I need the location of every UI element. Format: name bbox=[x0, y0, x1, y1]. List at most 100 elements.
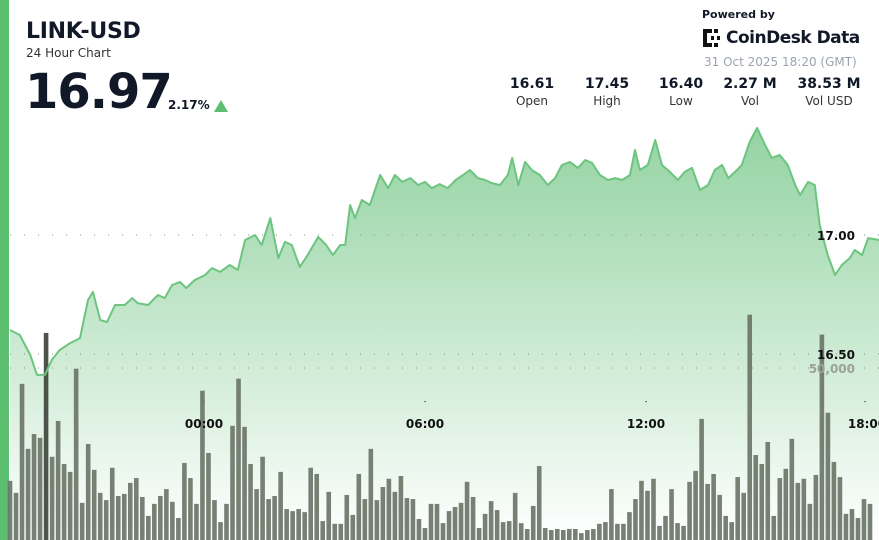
volume-bar bbox=[236, 378, 241, 540]
price-tick-label: 16.50 bbox=[817, 348, 855, 362]
volume-bar bbox=[338, 523, 344, 540]
volume-bar bbox=[79, 502, 85, 540]
time-tick-mark bbox=[864, 401, 866, 403]
volume-bar bbox=[831, 461, 837, 540]
triangle-up-icon bbox=[214, 100, 228, 112]
coindesk-data-logo: CoinDesk Data bbox=[702, 28, 860, 48]
volume-bar bbox=[777, 478, 783, 540]
time-tick-label: 06:00 bbox=[406, 417, 444, 431]
powered-by-label: Powered by bbox=[702, 8, 775, 21]
volume-bar bbox=[194, 503, 199, 540]
volume-bar bbox=[73, 368, 79, 540]
volume-bar bbox=[212, 500, 217, 540]
volume-bar bbox=[705, 483, 710, 540]
volume-bar bbox=[446, 511, 452, 540]
volume-bar bbox=[470, 497, 476, 540]
volume-bar bbox=[753, 455, 759, 540]
volume-bar bbox=[512, 492, 518, 540]
volume-bar bbox=[254, 489, 259, 540]
volume-bar bbox=[109, 467, 115, 540]
stat-value: 17.45 bbox=[584, 76, 630, 92]
volume-bar bbox=[699, 418, 704, 540]
volume-bar bbox=[711, 473, 716, 540]
volume-bar bbox=[152, 503, 157, 540]
price-line bbox=[9, 126, 879, 376]
volume-bar bbox=[170, 501, 175, 540]
volume-bar bbox=[386, 478, 392, 540]
volume-bar bbox=[230, 425, 235, 540]
volume-bar bbox=[759, 463, 765, 540]
volume-bar bbox=[723, 515, 728, 540]
volume-bar bbox=[560, 530, 566, 540]
volume-bar bbox=[579, 533, 584, 540]
volume-bar bbox=[771, 515, 777, 540]
volume-bar bbox=[410, 499, 416, 540]
volume-bar bbox=[350, 514, 356, 540]
volume-bar bbox=[428, 503, 434, 540]
volume-bar bbox=[639, 480, 644, 540]
volume-bar bbox=[843, 513, 849, 540]
volume-bar bbox=[61, 463, 67, 540]
volume-bar bbox=[536, 466, 542, 540]
volume-bar bbox=[795, 482, 801, 540]
volume-bar bbox=[218, 522, 223, 540]
volume-bar bbox=[85, 444, 91, 540]
volume-bar bbox=[615, 523, 620, 540]
time-tick-label: 18:00 bbox=[848, 417, 879, 431]
volume-bar bbox=[368, 448, 374, 540]
volume-bar bbox=[681, 525, 686, 540]
volume-bar bbox=[573, 528, 578, 540]
volume-bar bbox=[807, 503, 813, 540]
volume-bar bbox=[278, 471, 283, 540]
volume-bar bbox=[296, 509, 301, 540]
volume-bar bbox=[440, 523, 446, 540]
pair-title: LINK-USD bbox=[26, 19, 141, 44]
volume-bar bbox=[464, 481, 470, 540]
accent-bar bbox=[0, 0, 9, 540]
time-tick-label: 12:00 bbox=[627, 417, 665, 431]
volume-bar bbox=[133, 478, 139, 540]
volume-bar bbox=[260, 456, 265, 540]
stat-label: Vol bbox=[741, 94, 759, 108]
time-tick-mark bbox=[645, 401, 647, 403]
volume-bar bbox=[115, 495, 121, 540]
volume-bar bbox=[849, 509, 855, 540]
volume-bar bbox=[651, 478, 656, 540]
volume-bar bbox=[284, 509, 289, 540]
volume-bar bbox=[344, 494, 350, 540]
stat-low: 16.40 Low bbox=[641, 76, 721, 108]
volume-bar bbox=[272, 495, 277, 540]
volume-bar bbox=[476, 527, 482, 540]
volume-bar bbox=[645, 490, 650, 540]
volume-bar bbox=[103, 500, 109, 540]
volume-bar bbox=[158, 495, 163, 540]
stat-label: Open bbox=[515, 94, 549, 108]
volume-bar bbox=[741, 492, 747, 540]
stat-value: 38.53 M bbox=[797, 76, 861, 92]
volume-bar bbox=[302, 512, 307, 540]
volume-bar bbox=[530, 505, 536, 540]
volume-bar bbox=[19, 383, 25, 540]
volume-bar bbox=[242, 426, 247, 540]
volume-bar bbox=[332, 523, 338, 540]
time-tick-mark bbox=[424, 401, 426, 403]
volume-bar bbox=[176, 517, 181, 540]
volume-bar bbox=[687, 481, 692, 540]
volume-bar bbox=[819, 334, 825, 540]
timestamp: 31 Oct 2025 18:20 (GMT) bbox=[704, 55, 857, 69]
volume-bar bbox=[266, 499, 271, 540]
volume-bar bbox=[49, 456, 55, 540]
volume-bar bbox=[200, 390, 205, 540]
volume-bar bbox=[500, 522, 506, 540]
volume-bar bbox=[747, 314, 753, 540]
volume-bar bbox=[693, 470, 698, 540]
volume-bar bbox=[554, 528, 560, 540]
current-price: 16.97 bbox=[25, 64, 173, 120]
volume-bar bbox=[37, 437, 43, 540]
price-area bbox=[10, 127, 879, 540]
stat-label: Vol USD bbox=[805, 94, 853, 108]
volume-bar bbox=[765, 441, 771, 540]
volume-bar bbox=[7, 480, 13, 540]
volume-bar bbox=[861, 499, 867, 540]
volume-bar bbox=[248, 463, 253, 540]
